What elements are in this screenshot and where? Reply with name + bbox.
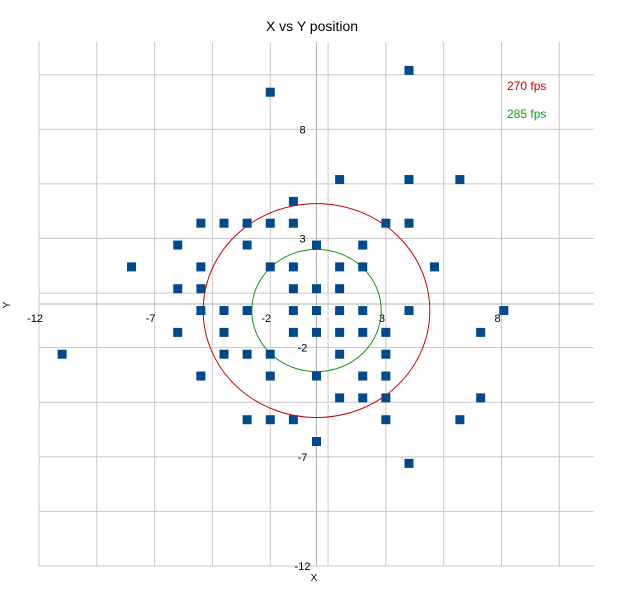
data-point (219, 349, 229, 359)
data-point (242, 306, 252, 316)
y-tick-label: 3 (299, 234, 305, 246)
data-point (219, 218, 229, 228)
data-point (127, 262, 136, 272)
data-point (404, 218, 414, 228)
data-point (312, 240, 321, 250)
data-point (242, 415, 252, 425)
data-point (381, 415, 391, 425)
data-point (358, 327, 368, 337)
data-point (312, 306, 321, 316)
legend-label: 270 fps (507, 79, 546, 93)
data-point (358, 393, 368, 403)
data-point (219, 327, 229, 337)
data-point (335, 327, 345, 337)
data-point (455, 175, 465, 185)
data-point (358, 262, 368, 272)
data-point (265, 415, 275, 425)
data-point (288, 284, 298, 294)
data-point (242, 349, 252, 359)
data-point (288, 327, 298, 337)
y-axis-title: Y (2, 301, 13, 308)
y-tick-label: 8 (299, 124, 305, 136)
y-tick-label: -2 (298, 343, 308, 355)
data-points (57, 65, 509, 468)
data-point (219, 306, 229, 316)
x-axis-title: X (311, 573, 318, 584)
data-point (335, 393, 345, 403)
data-point (476, 327, 486, 337)
data-point (196, 371, 206, 381)
data-point (335, 262, 345, 272)
data-point (265, 218, 275, 228)
data-point (265, 87, 275, 97)
data-point (265, 262, 275, 272)
data-point (429, 262, 439, 272)
x-tick-label: -12 (27, 313, 43, 325)
data-point (335, 349, 345, 359)
data-point (196, 262, 206, 272)
data-point (455, 415, 465, 425)
data-point (312, 371, 321, 381)
data-point (358, 240, 368, 250)
data-point (288, 306, 298, 316)
data-point (57, 349, 67, 359)
data-point (499, 306, 509, 316)
data-point (173, 327, 183, 337)
data-point (196, 284, 206, 294)
data-point (242, 240, 252, 250)
data-point (312, 327, 321, 337)
x-tick-label: 3 (379, 313, 385, 325)
data-point (173, 240, 183, 250)
legend-label: 285 fps (507, 107, 546, 121)
data-point (265, 349, 275, 359)
data-point (288, 218, 298, 228)
data-point (404, 65, 414, 75)
data-point (288, 196, 298, 206)
grid-lines (38, 42, 594, 567)
data-point (404, 175, 414, 185)
data-point (404, 458, 414, 468)
data-point (335, 175, 345, 185)
data-point (381, 327, 391, 337)
y-tick-label: -7 (298, 452, 308, 464)
tick-labels: -12 -7 -2 3 8 8 3 -2 -7 -12 (27, 124, 501, 573)
data-point (476, 393, 486, 403)
data-point (358, 306, 368, 316)
data-point (404, 306, 414, 316)
data-point (312, 284, 321, 294)
data-point (288, 262, 298, 272)
x-tick-label: -7 (146, 313, 156, 325)
data-point (288, 415, 298, 425)
data-point (335, 284, 345, 294)
y-tick-label: -12 (295, 561, 311, 573)
data-point (381, 371, 391, 381)
data-point (196, 218, 206, 228)
x-tick-label: 8 (494, 313, 500, 325)
data-point (381, 218, 391, 228)
data-point (173, 284, 183, 294)
chart-title: X vs Y position (266, 18, 358, 34)
data-point (196, 306, 206, 316)
data-point (381, 349, 391, 359)
data-point (242, 218, 252, 228)
data-point (265, 371, 275, 381)
data-point (381, 393, 391, 403)
data-point (312, 437, 321, 447)
data-point (358, 371, 368, 381)
legend: 270 fps 285 fps (507, 79, 546, 121)
x-tick-label: -2 (261, 313, 271, 325)
data-point (335, 306, 345, 316)
